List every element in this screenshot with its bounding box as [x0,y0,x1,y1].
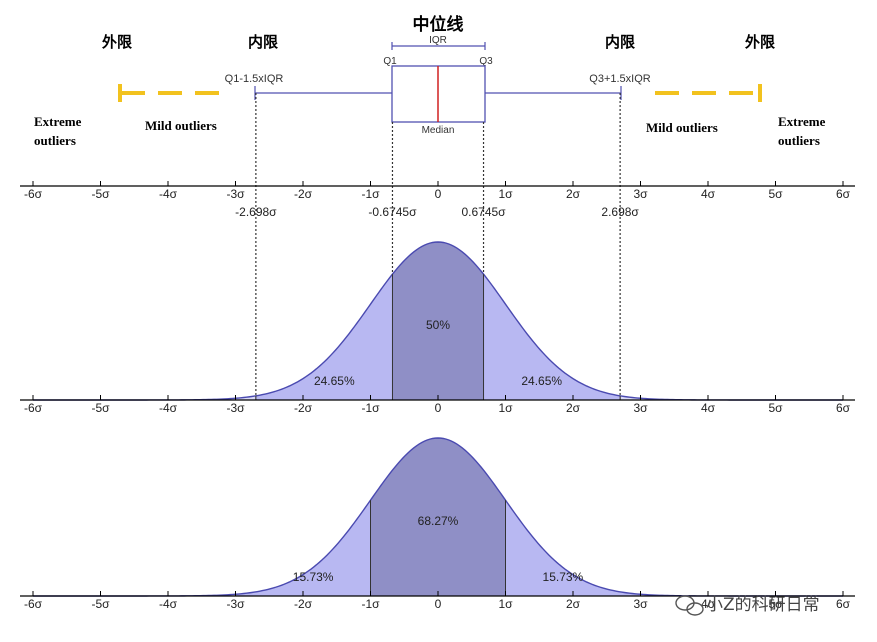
axis-tick-label: -5σ [91,597,110,611]
sigma-mark-label: -2.698σ [235,205,277,219]
curve-region [235,500,371,596]
q3-label: Q3 [479,56,493,67]
q1-label: Q1 [383,56,397,67]
region-percent-label: 15.73% [543,570,584,584]
axis-tick-label: 4σ [701,401,716,415]
axis-tick-label: -3σ [226,401,245,415]
region-percent-label: 68.27% [418,514,459,528]
extreme-outliers-right-line2: outliers [778,133,820,148]
axis-tick-label: -2σ [294,597,313,611]
axis-tick-label: -3σ [226,597,245,611]
axis-tick-label: -1σ [361,187,380,201]
axis-tick-label: 2σ [566,401,581,415]
axis-tick-label: 2σ [566,597,581,611]
axis-tick-label: -4σ [159,597,178,611]
sigma-mark-label: 0.6745σ [461,205,506,219]
axis-tick-label: -2σ [294,401,313,415]
axis-tick-label: 1σ [498,401,513,415]
axis-tick-label: -1σ [361,597,380,611]
sigma-axis-bottom: -6σ -5σ -4σ -3σ -2σ -1σ 0 1σ 2σ 3σ 4σ 5σ 6σ [20,591,855,611]
upper-fence-label: Q3+1.5xIQR [589,73,651,85]
axis-tick-label: 2σ [566,187,581,201]
sigma-axis-top: -6σ -5σ -4σ -3σ -2σ -1σ 0 1σ 2σ 3σ 4σ 5σ 6σ [20,181,855,201]
curve-region [392,242,484,400]
wechat-icon [675,595,704,616]
sigma-guide-lines [255,93,621,400]
axis-tick-label: 5σ [768,597,783,611]
iqr-label: IQR [429,35,447,46]
extreme-outliers-right-line1: Extreme [778,114,826,129]
axis-tick-label: 6σ [836,187,851,201]
outer-fence-left-label: 外限 [101,33,132,51]
mild-outliers-right: Mild outliers [646,120,718,135]
axis-tick-label: 5σ [768,187,783,201]
axis-tick-label: 1σ [498,187,513,201]
watermark: 小Z的科研日常 [675,595,820,616]
box-plot [254,65,622,123]
axis-tick-label: 0 [435,597,442,611]
mild-outliers-left: Mild outliers [145,118,217,133]
region-percent-label: 15.73% [293,570,334,584]
sigma-mark-label: 2.698σ [601,205,639,219]
axis-tick-label: 3σ [633,597,648,611]
axis-tick-label: -1σ [361,401,380,415]
region-percent-label: 24.65% [521,374,562,388]
curve-region [255,274,393,400]
axis-tick-label: 1σ [498,597,513,611]
lower-fence-label: Q1-1.5xIQR [225,73,284,85]
axis-tick-label: 3σ [633,187,648,201]
normal-curve-iqr: 24.65% 50% 24.65% [33,241,843,401]
axis-tick-label: 5σ [768,401,783,415]
inner-fence-left-label: 内限 [248,33,278,51]
axis-tick-label: -4σ [159,401,178,415]
sigma-mark-label: -0.6745σ [368,205,417,219]
axis-tick-label: -5σ [91,401,110,415]
curve-region [370,438,506,596]
axis-tick-label: 3σ [633,401,648,415]
axis-tick-label: -2σ [294,187,313,201]
extreme-outliers-left-line2: outliers [34,133,76,148]
axis-tick-label: -3σ [226,187,245,201]
curve-region [505,500,641,596]
axis-tick-label: 6σ [836,597,851,611]
axis-tick-label: -6σ [24,597,43,611]
inner-fence-right-label: 内限 [605,33,635,51]
sigma-mark-labels: -2.698σ -0.6745σ 0.6745σ 2.698σ [235,205,639,219]
region-percent-label: 50% [426,318,450,332]
extreme-outliers-left-line1: Extreme [34,114,82,129]
axis-tick-label: 0 [435,401,442,415]
watermark-text: 小Z的科研日常 [706,595,820,615]
axis-tick-label: 0 [435,187,442,201]
axis-tick-label: -4σ [159,187,178,201]
axis-tick-label: -5σ [91,187,110,201]
fence-dashes [118,84,762,102]
outer-fence-right-label: 外限 [744,33,775,51]
axis-tick-label: -6σ [24,401,43,415]
axis-tick-label: 6σ [836,401,851,415]
sigma-axis-middle: -6σ -5σ -4σ -3σ -2σ -1σ 0 1σ 2σ 3σ 4σ 5σ 6σ [20,395,855,415]
curve-region [483,274,621,400]
median-title: 中位线 [413,14,464,35]
iqr-bracket [391,42,486,50]
axis-tick-label: -6σ [24,187,43,201]
median-label: Median [422,125,455,136]
axis-tick-label: 4σ [701,597,716,611]
axis-tick-label: 4σ [701,187,716,201]
normal-curve-sigma: 15.73% 68.27% 15.73% [33,437,843,597]
region-percent-label: 24.65% [314,374,355,388]
